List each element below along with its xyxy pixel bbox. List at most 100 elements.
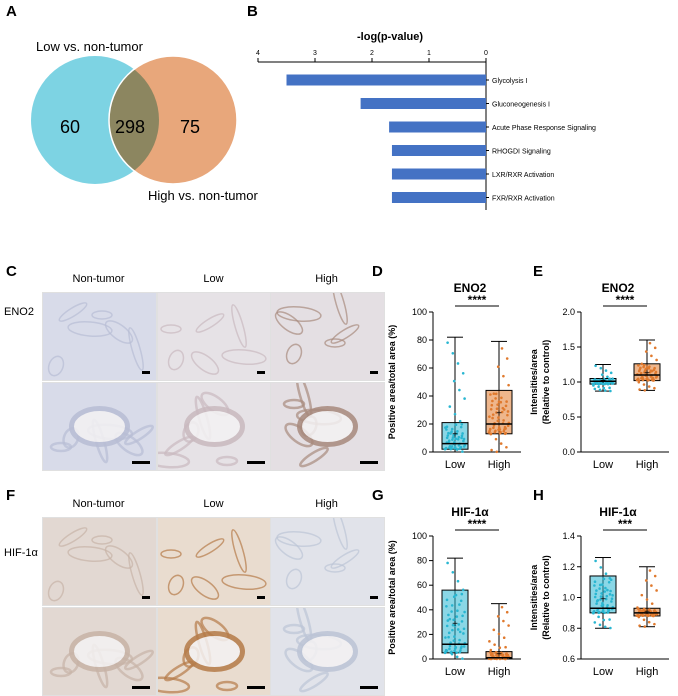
data-point — [461, 588, 465, 592]
bar — [391, 192, 486, 203]
mean-marker: + — [452, 429, 458, 440]
data-point — [489, 432, 493, 436]
data-point — [608, 386, 611, 390]
micrograph-image — [157, 607, 272, 696]
data-point — [491, 652, 494, 655]
data-point — [488, 427, 492, 431]
data-point — [493, 643, 496, 646]
mean-marker: + — [600, 376, 606, 387]
category-label: Low — [593, 666, 613, 678]
y-tick-label: 20 — [417, 419, 427, 429]
data-point — [463, 610, 466, 614]
data-point — [606, 375, 609, 379]
data-point — [448, 617, 452, 621]
data-point — [500, 651, 503, 655]
data-point — [446, 561, 449, 565]
data-point — [650, 369, 654, 373]
data-point — [603, 625, 607, 629]
data-point — [450, 604, 454, 607]
data-point — [446, 434, 450, 437]
y-axis-label-secondary: (Relative to control) — [541, 555, 551, 640]
data-point — [461, 614, 464, 618]
data-point — [445, 604, 448, 608]
data-point — [609, 626, 612, 630]
bar — [391, 168, 486, 180]
boxplot-title: ENO2 — [602, 281, 635, 295]
data-point — [498, 646, 502, 650]
data-point — [459, 445, 463, 449]
data-point — [499, 442, 503, 445]
data-point — [494, 397, 497, 400]
data-point — [497, 632, 501, 636]
data-point — [604, 572, 608, 576]
data-point — [490, 403, 494, 407]
data-point — [602, 618, 606, 622]
data-point — [496, 615, 500, 618]
y-tick-label: 0.0 — [562, 447, 575, 457]
category-label: High — [636, 459, 659, 471]
data-point — [653, 386, 656, 390]
scale-bar — [370, 371, 378, 374]
data-point — [608, 377, 612, 381]
micrograph-image — [270, 607, 385, 696]
panel-letter-h: H — [533, 487, 544, 504]
y-tick-label: 1.5 — [562, 342, 575, 352]
data-point — [491, 399, 494, 403]
data-point — [460, 434, 464, 438]
data-point — [644, 609, 647, 613]
boxplot-title: HIF-1α — [599, 505, 637, 519]
data-point — [461, 371, 465, 375]
data-point — [600, 373, 604, 376]
panel-letter-d: D — [372, 263, 383, 280]
data-point — [494, 392, 498, 396]
data-point — [458, 638, 461, 642]
data-point — [495, 450, 499, 454]
data-point — [608, 593, 612, 596]
data-point — [505, 445, 508, 449]
data-point — [606, 382, 610, 386]
data-point — [460, 436, 463, 440]
data-point — [496, 365, 500, 369]
data-point — [507, 383, 510, 387]
category-label: RHOGDI Signaling — [492, 149, 551, 156]
data-point — [653, 622, 656, 626]
y-tick-label: 80 — [417, 556, 427, 566]
data-point — [609, 589, 612, 593]
data-point — [640, 593, 644, 597]
y-tick-label: 0 — [422, 447, 427, 457]
data-point — [460, 620, 464, 623]
data-point — [594, 592, 598, 596]
data-point — [606, 604, 609, 607]
mean-marker: + — [644, 368, 650, 379]
data-point — [492, 392, 496, 396]
data-point — [500, 396, 503, 400]
data-point — [637, 615, 641, 619]
data-point — [653, 608, 656, 612]
significance-stars: **** — [468, 517, 487, 531]
scale-bar — [142, 596, 150, 599]
data-point — [637, 364, 640, 367]
venn-count-low-only: 60 — [60, 117, 80, 137]
data-point — [601, 608, 605, 612]
data-point — [489, 393, 492, 396]
data-point — [461, 432, 464, 435]
data-point — [450, 447, 453, 451]
y-tick-label: 100 — [412, 531, 427, 541]
data-point — [593, 595, 597, 599]
data-point — [456, 437, 460, 441]
y-axis-label: Intensities/area — [529, 348, 539, 415]
micrograph-row-label: ENO2 — [4, 306, 34, 318]
data-point — [595, 602, 598, 605]
data-point — [450, 610, 453, 613]
data-point — [642, 363, 646, 367]
data-point — [446, 341, 449, 344]
data-point — [603, 382, 606, 386]
data-point — [598, 623, 602, 627]
y-axis-label: Intensities/area — [529, 564, 539, 631]
eno2-positive-area-boxplot: ENO2 Positive area/total area (%) 0 20 40 60 8… — [387, 281, 521, 471]
data-point — [457, 435, 461, 439]
data-point — [494, 429, 497, 433]
category-label: Gluconeogenesis I — [492, 102, 550, 109]
data-point — [597, 615, 600, 619]
data-point — [645, 366, 649, 369]
